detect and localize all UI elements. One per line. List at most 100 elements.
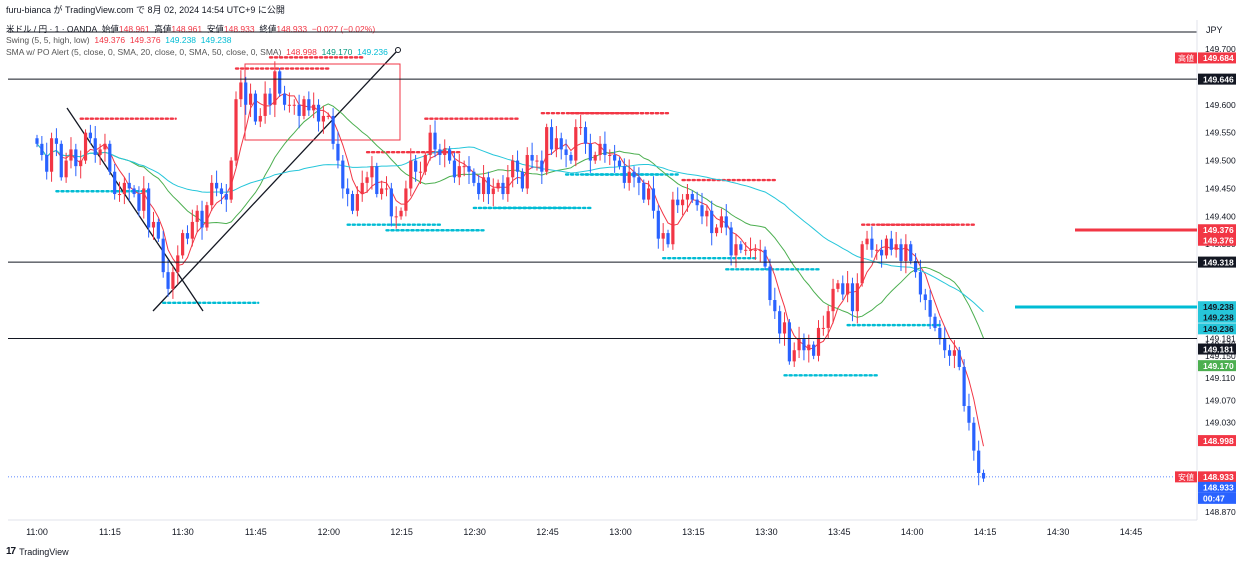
candle (938, 320, 942, 345)
price-tick-label: 149.500 (1205, 156, 1236, 166)
candle (467, 156, 471, 184)
candle (113, 163, 117, 200)
candle-body (69, 149, 73, 161)
candle-body (200, 210, 204, 228)
candle-body (957, 350, 961, 367)
candle-body (773, 300, 777, 312)
price-label: 149.170 (1198, 360, 1236, 372)
candle-body (384, 188, 389, 190)
candle-body (156, 221, 160, 239)
candle (918, 259, 923, 303)
candle (622, 158, 626, 189)
candle (433, 120, 437, 158)
candle-body (161, 238, 165, 273)
price-label-box (1198, 323, 1236, 335)
candle (870, 226, 874, 258)
candle-body (171, 272, 175, 289)
candle (370, 156, 374, 190)
candle (613, 144, 617, 173)
candle (399, 207, 403, 220)
candle (239, 70, 243, 108)
candle-body (195, 210, 199, 222)
candle-body (258, 115, 262, 122)
candle-body (894, 244, 898, 250)
candle (909, 240, 913, 265)
price-label-box (1198, 343, 1236, 355)
candle (579, 114, 583, 135)
candle (588, 133, 592, 173)
price-label-value: 149.238 (1203, 302, 1234, 312)
candle-body (40, 143, 44, 155)
candle-body (297, 104, 301, 116)
candle-body (782, 322, 787, 334)
candle-body (846, 283, 850, 295)
price-label-box (1198, 360, 1236, 372)
price-label-value: 148.933 (1203, 483, 1234, 493)
candle (962, 359, 966, 412)
candle-body (462, 166, 466, 168)
candle (229, 157, 233, 203)
price-label-box (1198, 435, 1236, 447)
candle (787, 318, 791, 365)
candle-body (282, 93, 287, 105)
candle (884, 235, 889, 259)
sma-indicator-legend[interactable]: SMA w/ PO Alert (5, close, 0, SMA, 20, c… (6, 47, 388, 57)
candle (127, 172, 131, 201)
candle-body (710, 210, 714, 234)
candle (559, 132, 563, 160)
price-tick-label: 149.400 (1205, 211, 1236, 221)
candle-body (564, 149, 568, 155)
candle-body (190, 221, 194, 239)
price-label-value: 149.318 (1203, 257, 1234, 267)
candle-body (423, 154, 427, 172)
tradingview-logo[interactable]: 17 TradingView (6, 546, 69, 557)
swing-indicator-legend[interactable]: Swing (5, 5, high, low) 149.376 149.376 … (6, 35, 232, 45)
candle-body (540, 160, 544, 172)
candle-body (472, 171, 476, 183)
candle (171, 266, 175, 299)
sma-20-line (36, 103, 984, 339)
price-label-box (1198, 311, 1236, 323)
candle-body (234, 99, 238, 161)
candle (778, 305, 782, 344)
time-tick-label: 12:45 (536, 527, 559, 537)
candle (59, 140, 63, 181)
range-box (244, 63, 401, 141)
candle-body (559, 138, 563, 150)
candle (443, 139, 447, 168)
candle (88, 124, 92, 144)
candle-body (443, 149, 447, 155)
candle-body (651, 188, 656, 211)
candle (404, 180, 408, 217)
candle (977, 440, 981, 486)
candle-body (744, 249, 748, 251)
symbol-name[interactable]: 米ドル / 円 · 1 · OANDA (6, 24, 98, 34)
price-label-box (1198, 224, 1236, 236)
candle-body (229, 160, 233, 200)
candle (54, 128, 59, 157)
candle-body (355, 194, 359, 211)
candle-body (879, 249, 884, 256)
candle-body (302, 99, 306, 116)
candle-body (486, 177, 491, 195)
swing-v3: 149.238 (165, 35, 197, 45)
candle (185, 225, 190, 245)
candle-body (375, 166, 379, 195)
candle-body (836, 283, 840, 289)
candle-body (671, 199, 675, 245)
candle-body (365, 177, 369, 183)
candle (520, 168, 524, 192)
candle-body (855, 283, 859, 312)
price-label-value: 149.238 (1203, 313, 1234, 323)
candle-body (151, 221, 156, 228)
candle-body (972, 422, 976, 451)
high-value: 148.961 (171, 24, 203, 34)
candle (414, 154, 418, 182)
candle-body (166, 272, 170, 289)
candle (40, 136, 44, 161)
candle (943, 326, 947, 359)
candle-body (263, 93, 267, 116)
candle (855, 273, 859, 324)
candle (350, 190, 355, 215)
